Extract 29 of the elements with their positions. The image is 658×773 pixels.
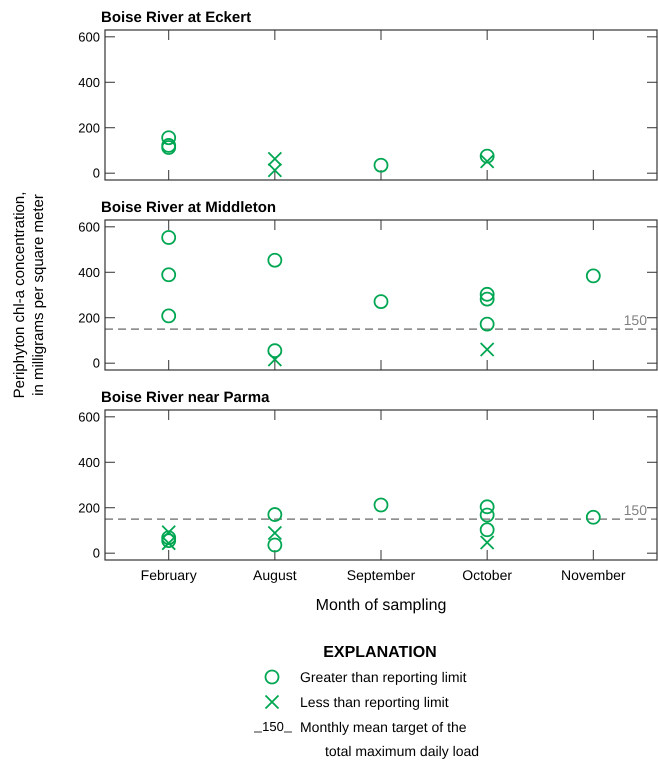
x-tick-label: August <box>253 567 297 583</box>
text: 150 <box>262 719 284 734</box>
chart-title: Boise River near Parma <box>101 389 270 406</box>
y-tick-label: 200 <box>78 120 100 136</box>
y-tick-label: 600 <box>78 409 100 424</box>
y-tick-label: 600 <box>78 219 100 234</box>
ref-line-label: 150 <box>624 312 648 328</box>
y-axis-title: Periphyton chl-a concentration, in milligrams per square meter <box>11 192 47 398</box>
x-tick-label: September <box>346 567 416 583</box>
legend-label: Greater than reporting limit <box>300 669 467 685</box>
legend-label: Less than reporting limit <box>300 694 449 710</box>
y-tick-label: 400 <box>78 264 100 280</box>
text: Monthly mean target of the total maximum daily load <box>300 719 480 759</box>
legend-title: EXPLANATION <box>323 644 437 661</box>
y-tick-label: 400 <box>78 74 100 90</box>
y-tick-label: 0 <box>92 546 100 561</box>
chart-title: Boise River at Middleton <box>101 199 276 216</box>
chart-title: Boise River at Eckert <box>101 9 252 26</box>
y-tick-label: 400 <box>78 454 100 470</box>
ref-line-label: 150 <box>624 502 648 518</box>
y-tick-label: 600 <box>78 29 100 44</box>
y-tick-label: 200 <box>78 310 100 326</box>
x-tick-label: November <box>561 567 626 583</box>
x-axis-title: Month of sampling <box>316 597 446 614</box>
x-tick-label: October <box>462 567 512 583</box>
y-tick-label: 200 <box>78 500 100 516</box>
y-tick-label: 0 <box>92 166 100 181</box>
y-tick-label: 0 <box>92 356 100 371</box>
x-tick-label: February <box>140 567 197 583</box>
